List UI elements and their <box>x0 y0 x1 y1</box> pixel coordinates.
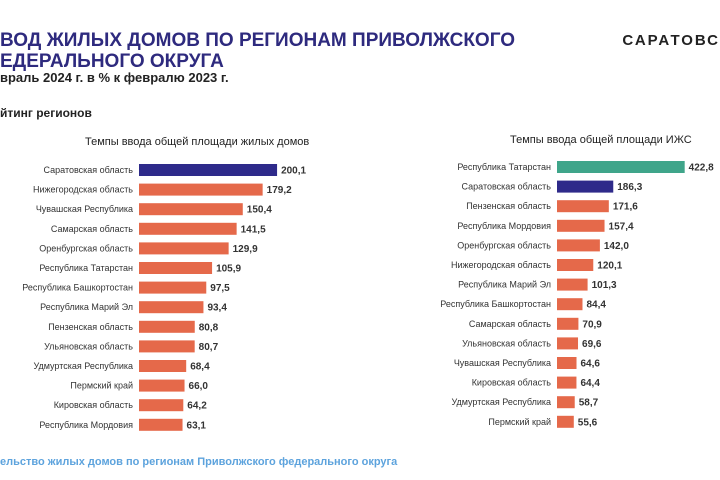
category-label: Республика Башкортостан <box>440 299 551 309</box>
bar <box>139 183 263 196</box>
category-label: Республика Марий Эл <box>40 302 133 312</box>
bar <box>557 396 575 409</box>
data-label: 186,3 <box>617 182 642 193</box>
chart-title-izhs: Темпы ввода общей площади ИЖС <box>510 134 692 146</box>
bar <box>557 415 574 428</box>
data-label: 150,4 <box>247 205 272 216</box>
bar <box>139 222 237 235</box>
page-title: вод жилых домов по регионам Приволжского… <box>0 30 516 72</box>
bar <box>139 164 278 176</box>
chart-title-housing: Темпы ввода общей площади жилых домов <box>85 136 310 148</box>
category-label: Оренбургская область <box>39 243 133 253</box>
bar <box>139 242 229 255</box>
bar <box>139 418 183 431</box>
data-label: 84,4 <box>586 300 606 311</box>
data-label: 142,0 <box>604 241 629 252</box>
data-label: 422,8 <box>689 163 714 174</box>
bar <box>557 219 605 232</box>
bar <box>139 340 195 353</box>
bar <box>557 200 609 213</box>
category-label: Пензенская область <box>466 201 551 211</box>
bar <box>139 262 213 274</box>
category-label: Пермский край <box>488 417 551 427</box>
bar <box>557 337 579 350</box>
category-label: Республика Татарстан <box>39 263 133 273</box>
category-label: Пермский край <box>70 381 133 391</box>
data-label: 97,5 <box>210 283 230 294</box>
bar <box>139 281 207 294</box>
data-label: 66,0 <box>189 381 209 392</box>
chart-housing-area: Саратовская область 200,1 Нижегородская об… <box>22 164 307 431</box>
bar <box>557 357 577 369</box>
page-subtitle: враль 2024 г. в % к февралю 2023 г. <box>0 70 229 85</box>
category-label: Оренбургская область <box>457 240 551 250</box>
category-label: Нижегородская область <box>451 260 551 270</box>
data-label: 171,6 <box>613 202 638 213</box>
category-label: Пензенская область <box>48 322 133 332</box>
category-label: Кировская область <box>472 378 552 388</box>
bar <box>557 317 579 330</box>
data-label: 63,1 <box>187 420 207 431</box>
brand-logo-text: САРАТОВС <box>622 32 720 49</box>
chart-izhs-area: Республика Татарстан 422,8 Саратовская обл… <box>440 161 714 428</box>
data-label: 64,2 <box>187 401 207 412</box>
category-label: Удмуртская Республика <box>33 361 133 371</box>
bar <box>557 239 600 252</box>
bar <box>557 259 594 271</box>
data-label: 129,9 <box>233 244 258 255</box>
category-label: Ульяновская область <box>44 341 133 351</box>
category-label: Республика Мордовия <box>457 221 551 231</box>
bar <box>139 399 184 412</box>
bar <box>557 180 614 193</box>
data-label: 179,2 <box>267 185 292 196</box>
footer-link[interactable]: ельство жилых домов по регионам Приволжс… <box>0 456 398 468</box>
bar <box>139 360 187 372</box>
data-label: 55,6 <box>578 417 598 428</box>
data-label: 93,4 <box>207 303 227 314</box>
bar <box>557 376 577 389</box>
category-label: Республика Марий Эл <box>458 280 551 290</box>
data-label: 80,8 <box>199 322 219 333</box>
data-label: 70,9 <box>582 319 602 330</box>
bar <box>557 161 685 173</box>
bar <box>139 379 185 392</box>
category-label: Саратовская область <box>462 182 552 192</box>
data-label: 64,6 <box>581 359 601 370</box>
data-label: 141,5 <box>241 224 266 235</box>
category-label: Удмуртская Республика <box>451 397 551 407</box>
category-label: Чувашская Республика <box>36 204 133 214</box>
category-label: Чувашская Республика <box>454 358 551 368</box>
bar <box>557 278 588 291</box>
section-heading: йтинг регионов <box>0 106 92 120</box>
bar <box>139 320 195 333</box>
category-label: Ульяновская область <box>462 338 551 348</box>
data-label: 105,9 <box>216 264 241 275</box>
bar <box>139 301 204 314</box>
data-label: 80,7 <box>199 342 219 353</box>
data-label: 69,6 <box>582 339 602 350</box>
bar <box>139 203 243 216</box>
category-label: Кировская область <box>54 400 134 410</box>
category-label: Самарская область <box>51 224 133 234</box>
category-label: Республика Башкортостан <box>22 283 133 293</box>
category-label: Самарская область <box>469 319 551 329</box>
bar <box>557 298 583 311</box>
data-label: 200,1 <box>281 166 306 177</box>
data-label: 58,7 <box>579 398 599 409</box>
category-label: Республика Мордовия <box>39 420 133 430</box>
data-label: 157,4 <box>609 221 634 232</box>
category-label: Саратовская область <box>44 165 134 175</box>
data-label: 120,1 <box>597 261 622 272</box>
data-label: 68,4 <box>190 362 210 373</box>
category-label: Нижегородская область <box>33 185 133 195</box>
category-label: Республика Татарстан <box>457 162 551 172</box>
data-label: 101,3 <box>592 280 617 291</box>
data-label: 64,4 <box>580 378 600 389</box>
